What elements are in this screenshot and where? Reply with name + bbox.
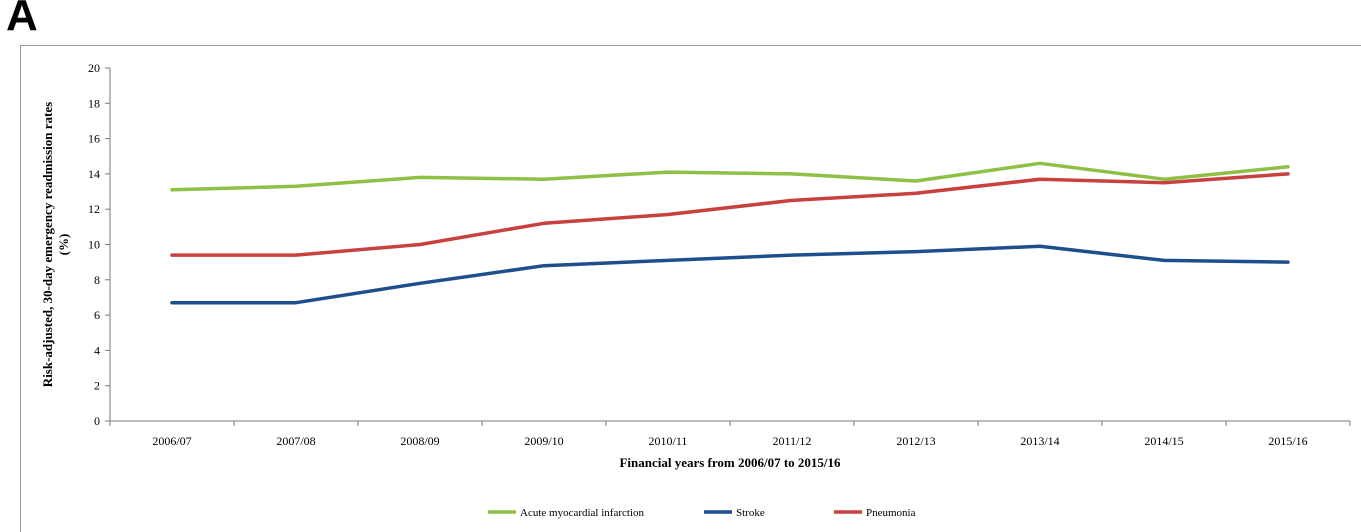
y-tick-label: 14 <box>88 167 100 181</box>
x-tick-label: 2011/12 <box>773 434 812 448</box>
x-axis-ticks: 2006/07 2007/08 2008/09 2009/10 2010/11 2011/… <box>109 421 1351 448</box>
y-tick-label: 4 <box>94 343 100 357</box>
x-tick-label: 2009/10 <box>524 434 563 448</box>
series-line <box>170 172 1290 257</box>
y-tick-label: 8 <box>94 273 100 287</box>
legend-label: Stroke <box>736 507 765 519</box>
y-tick-label: 20 <box>88 61 100 75</box>
x-tick-label: 2012/13 <box>896 434 935 448</box>
series-lines <box>170 161 1290 305</box>
series-line <box>170 244 1290 305</box>
x-tick-label: 2007/08 <box>276 434 315 448</box>
y-tick-label: 18 <box>88 96 100 110</box>
x-tick-label: 2014/15 <box>1144 434 1183 448</box>
y-tick-label: 16 <box>88 132 100 146</box>
y-axis-ticks: 0 2 4 6 8 10 12 14 16 18 20 <box>88 61 110 428</box>
legend-label: Pneumonia <box>866 507 916 519</box>
y-tick-label: 6 <box>94 308 100 322</box>
x-tick-label: 2006/07 <box>152 434 191 448</box>
x-axis-title: Financial years from 2006/07 to 2015/16 <box>619 455 841 470</box>
x-tick-label: 2008/09 <box>400 434 439 448</box>
axes <box>109 68 1350 422</box>
y-tick-label: 12 <box>88 202 100 216</box>
y-axis-title: Risk-adjusted, 30-day emergency readmiss… <box>40 102 55 387</box>
series-line <box>170 161 1290 192</box>
chart-frame <box>20 45 1361 532</box>
y-tick-label: 2 <box>94 379 100 393</box>
x-tick-label: 2010/11 <box>649 434 688 448</box>
y-tick-label: 0 <box>94 414 100 428</box>
legend: Acute myocardial infarction Stroke Pneumon… <box>488 507 916 519</box>
y-axis-title-unit: (%) <box>56 234 71 256</box>
x-tick-label: 2015/16 <box>1268 434 1307 448</box>
panel-label: A <box>6 0 38 40</box>
x-tick-label: 2013/14 <box>1020 434 1059 448</box>
y-tick-label: 10 <box>88 238 100 252</box>
legend-label: Acute myocardial infarction <box>520 507 645 519</box>
